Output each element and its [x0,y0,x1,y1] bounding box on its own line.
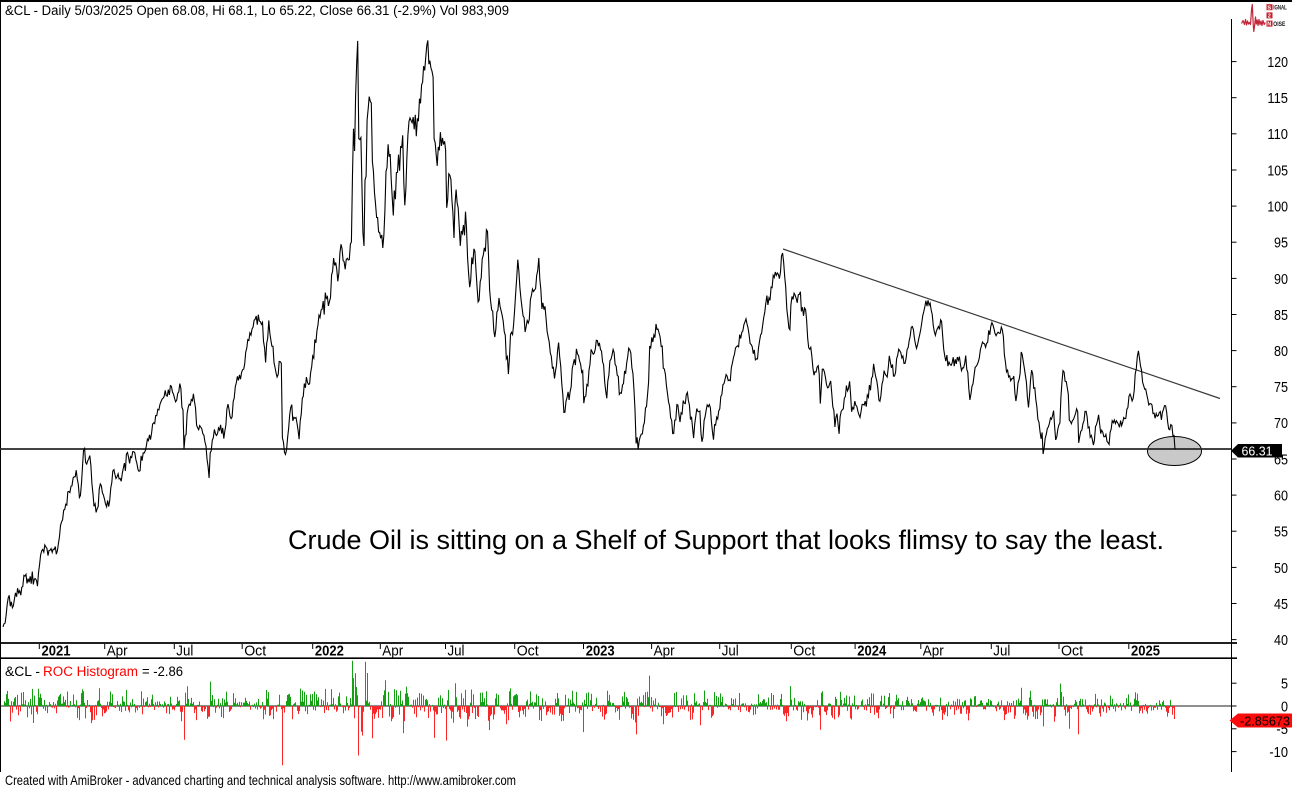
svg-text:= -2.86: = -2.86 [142,664,183,680]
svg-text:Crude Oil is sitting on a Shel: Crude Oil is sitting on a Shelf of Suppo… [288,525,1164,555]
svg-text:IGNAL: IGNAL [1273,5,1287,12]
svg-text:5: 5 [1281,676,1288,693]
svg-text:2024: 2024 [857,643,887,660]
svg-text:0: 0 [1281,698,1288,715]
svg-text:55: 55 [1274,524,1288,541]
svg-text:ROC Histogram: ROC Histogram [43,664,138,680]
svg-text:Apr: Apr [107,644,128,660]
svg-text:S: S [1267,5,1271,11]
svg-text:Apr: Apr [923,644,944,660]
svg-text:Oct: Oct [793,644,815,660]
svg-text:Created with AmiBroker - advan: Created with AmiBroker - advanced charti… [5,773,516,788]
svg-text:50: 50 [1274,560,1288,577]
svg-text:Apr: Apr [382,644,403,660]
svg-text:80: 80 [1274,343,1288,360]
svg-text:2025: 2025 [1131,643,1160,660]
svg-text:115: 115 [1267,90,1288,107]
svg-text:Jul: Jul [448,644,465,660]
svg-text:Oct: Oct [1061,644,1083,660]
svg-text:-5: -5 [1276,721,1288,738]
svg-text:60: 60 [1274,488,1288,505]
svg-text:2023: 2023 [586,643,615,660]
svg-text:100: 100 [1267,199,1288,216]
svg-text:70: 70 [1274,415,1288,432]
svg-text:OISE: OISE [1273,21,1286,28]
svg-text:2: 2 [1268,14,1271,20]
svg-text:Oct: Oct [244,644,266,660]
svg-text:110: 110 [1267,126,1288,143]
svg-text:-10: -10 [1269,744,1288,761]
svg-text:2022: 2022 [315,643,344,660]
svg-text:75: 75 [1274,379,1288,396]
svg-text:Jul: Jul [993,644,1010,660]
svg-text:Jul: Jul [722,644,739,660]
svg-text:-2.85673: -2.85673 [1240,714,1290,729]
svg-text:85: 85 [1274,307,1288,324]
svg-text:&CL - Daily 5/03/2025 Open 68.: &CL - Daily 5/03/2025 Open 68.08, Hi 68.… [5,3,509,19]
svg-text:Jul: Jul [176,644,193,660]
svg-text:90: 90 [1274,271,1288,288]
svg-text:Apr: Apr [654,644,675,660]
svg-text:&CL -: &CL - [5,664,40,680]
svg-text:105: 105 [1267,162,1288,179]
svg-text:40: 40 [1274,632,1288,649]
svg-text:Oct: Oct [517,644,539,660]
svg-text:45: 45 [1274,596,1288,613]
svg-text:2021: 2021 [42,643,71,660]
svg-text:66.31: 66.31 [1242,444,1273,459]
svg-text:95: 95 [1274,235,1288,252]
svg-text:120: 120 [1267,54,1288,71]
svg-text:N: N [1267,22,1271,28]
